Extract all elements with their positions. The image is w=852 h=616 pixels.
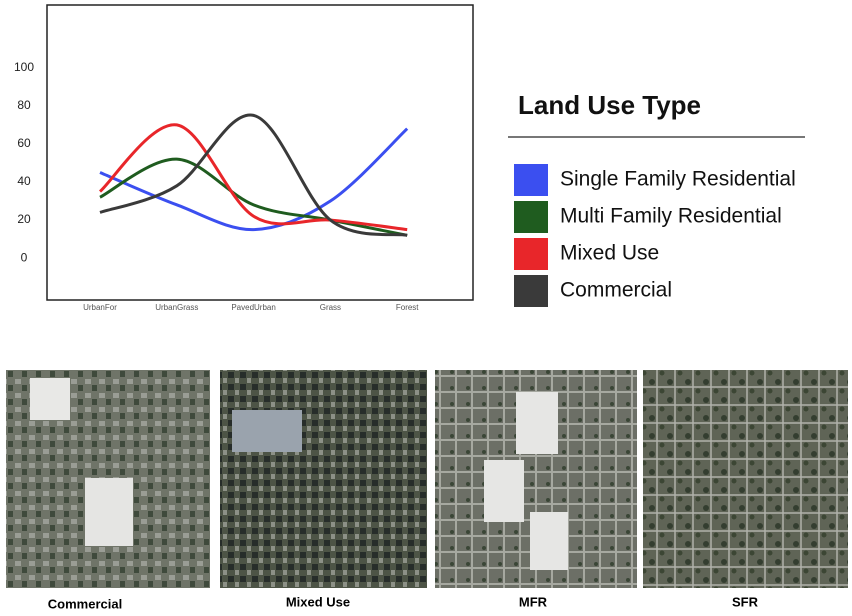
y-tick-label: 100	[14, 60, 34, 74]
x-tick-label: PavedUrban	[231, 303, 275, 312]
legend-swatch	[514, 201, 548, 233]
photo-caption: Commercial	[48, 596, 122, 611]
legend-swatch	[514, 238, 548, 270]
photo-detail	[530, 512, 568, 570]
x-tick-label: Forest	[396, 303, 419, 312]
photo-detail	[30, 378, 70, 420]
y-tick-label: 0	[21, 250, 28, 264]
legend-label: Multi Family Residential	[560, 205, 782, 228]
legend-title: Land Use Type	[518, 90, 701, 120]
series-line	[99, 127, 409, 232]
photo	[220, 370, 427, 588]
y-tick-label: 60	[17, 136, 31, 150]
y-tick-label: 40	[17, 174, 31, 188]
y-tick-label: 80	[17, 98, 31, 112]
x-tick-label: Grass	[320, 303, 341, 312]
series-line	[99, 157, 408, 237]
x-tick-label: UrbanFor	[83, 303, 117, 312]
photo	[643, 370, 848, 588]
photo-caption: MFR	[519, 594, 548, 609]
photo-detail	[85, 478, 133, 546]
photo-caption: SFR	[732, 594, 759, 609]
series-line	[99, 113, 408, 237]
x-tick-label: UrbanGrass	[155, 303, 198, 312]
photo-caption: Mixed Use	[286, 594, 350, 609]
legend-label: Mixed Use	[560, 242, 659, 265]
y-tick-label: 20	[17, 212, 31, 226]
legend-label: Single Family Residential	[560, 168, 796, 191]
legend-label: Commercial	[560, 279, 672, 302]
photo-detail	[232, 410, 302, 452]
legend-swatch	[514, 275, 548, 307]
legend-swatch	[514, 164, 548, 196]
series-line	[98, 123, 408, 232]
photo-detail	[484, 460, 524, 522]
plot-frame	[46, 4, 474, 301]
photo-detail	[516, 392, 558, 454]
